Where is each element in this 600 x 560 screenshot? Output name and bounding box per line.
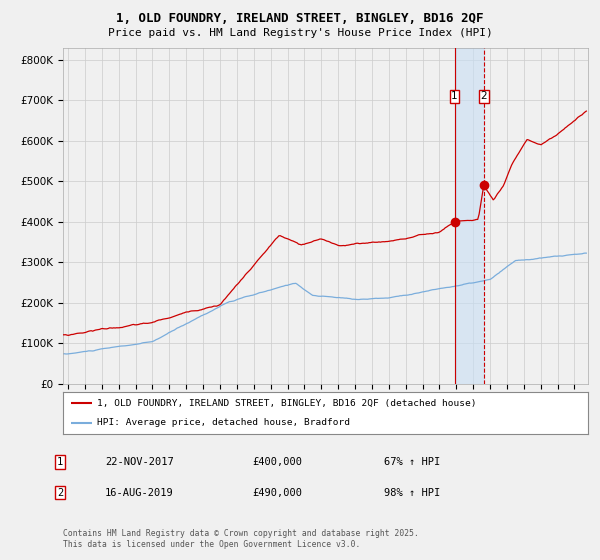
Text: Contains HM Land Registry data © Crown copyright and database right 2025.
This d: Contains HM Land Registry data © Crown c…	[63, 529, 419, 549]
Bar	[455, 48, 484, 384]
Text: £490,000: £490,000	[252, 488, 302, 498]
Text: Price paid vs. HM Land Registry's House Price Index (HPI): Price paid vs. HM Land Registry's House …	[107, 28, 493, 38]
Text: 1, OLD FOUNDRY, IRELAND STREET, BINGLEY, BD16 2QF: 1, OLD FOUNDRY, IRELAND STREET, BINGLEY,…	[116, 12, 484, 25]
Text: 67% ↑ HPI: 67% ↑ HPI	[384, 457, 440, 467]
Text: 16-AUG-2019: 16-AUG-2019	[105, 488, 174, 498]
Text: 1, OLD FOUNDRY, IRELAND STREET, BINGLEY, BD16 2QF (detached house): 1, OLD FOUNDRY, IRELAND STREET, BINGLEY,…	[97, 399, 476, 408]
Text: 2: 2	[57, 488, 63, 498]
Text: 22-NOV-2017: 22-NOV-2017	[105, 457, 174, 467]
Text: 2: 2	[481, 91, 487, 101]
Text: £400,000: £400,000	[252, 457, 302, 467]
Text: HPI: Average price, detached house, Bradford: HPI: Average price, detached house, Brad…	[97, 418, 350, 427]
Text: 98% ↑ HPI: 98% ↑ HPI	[384, 488, 440, 498]
Text: 1: 1	[451, 91, 458, 101]
Text: 1: 1	[57, 457, 63, 467]
